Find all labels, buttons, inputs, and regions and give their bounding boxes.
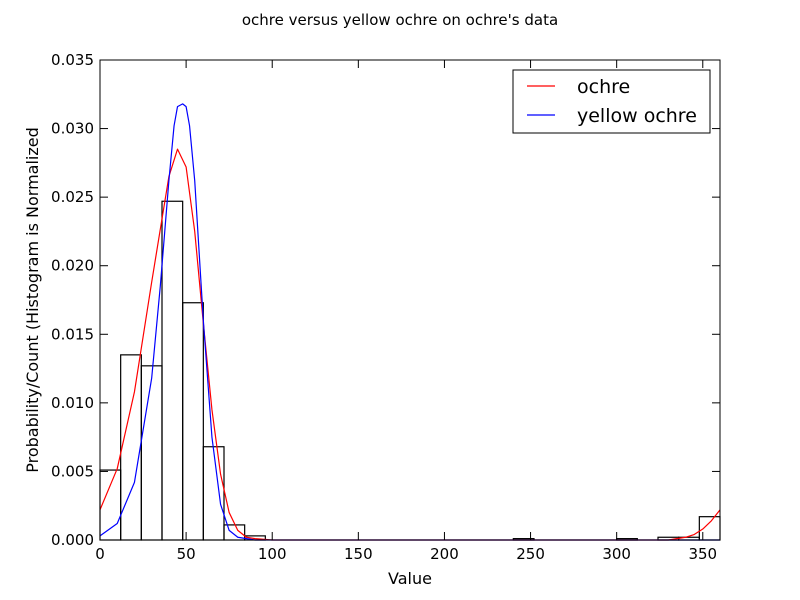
x-tick-label: 250 [516, 545, 545, 563]
y-tick-label: 0.005 [51, 462, 94, 480]
x-axis-ticks: 0 50 100 150 200 250 300 350 [95, 60, 717, 563]
chart-title: ochre versus yellow ochre on ochre's dat… [242, 11, 558, 29]
legend-label-ochre: ochre [577, 76, 630, 98]
x-tick-label: 0 [95, 545, 105, 563]
x-tick-label: 200 [430, 545, 459, 563]
x-tick-label: 50 [177, 545, 196, 563]
series-line-ochre [99, 148, 721, 541]
x-tick-label: 100 [258, 545, 287, 563]
y-tick-label: 0.035 [51, 51, 94, 69]
x-tick-label: 350 [688, 545, 717, 563]
y-axis-label: Probability/Count (Histogram is Normaliz… [23, 127, 42, 473]
legend-label-yellow-ochre: yellow ochre [577, 105, 697, 127]
y-tick-label: 0.015 [51, 325, 94, 343]
series-line-yellow-ochre [99, 103, 720, 541]
series-lines [99, 103, 721, 541]
y-tick-label: 0.010 [51, 394, 94, 412]
y-tick-label: 0.025 [51, 188, 94, 206]
plot-frame [99, 59, 721, 541]
y-tick-label: 0.020 [51, 257, 94, 275]
y-axis-ticks: 0.000 0.005 0.010 0.015 0.020 0.025 0.030 0.035 [51, 51, 720, 549]
legend-box [512, 69, 711, 134]
y-tick-label: 0.000 [51, 531, 94, 549]
x-tick-label: 300 [602, 545, 631, 563]
legend: ochre yellow ochre [512, 69, 711, 134]
x-tick-label: 150 [344, 545, 373, 563]
y-tick-label: 0.030 [51, 120, 94, 138]
x-axis-label: Value [388, 569, 432, 588]
